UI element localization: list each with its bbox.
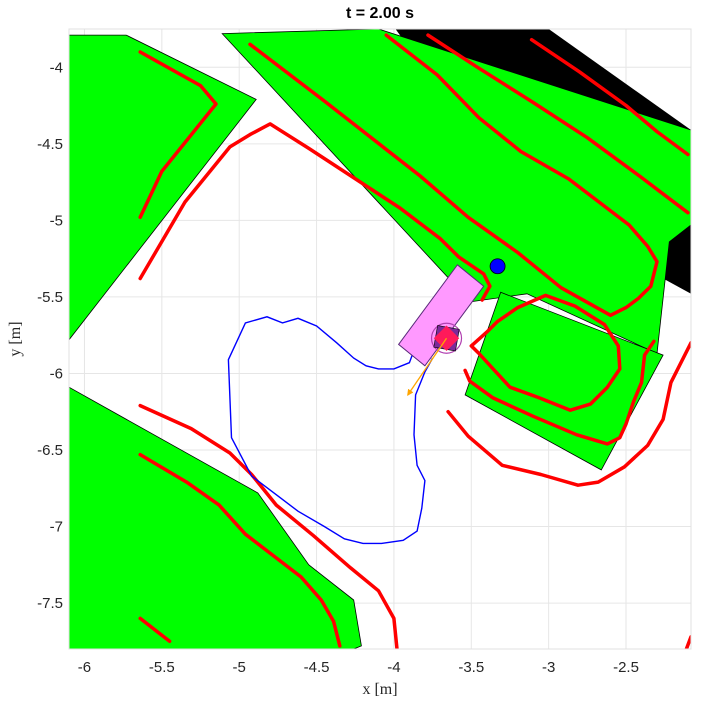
- y-tick-label: -4.5: [37, 136, 63, 153]
- y-tick-label: -5.5: [37, 289, 63, 306]
- x-tick-label: -3: [542, 659, 555, 676]
- y-tick-label: -7.5: [37, 595, 63, 612]
- boundary-line: [529, 37, 690, 157]
- x-tick-label: -3.5: [458, 659, 484, 676]
- boundary-line: [138, 616, 172, 644]
- x-axis-label: x [m]: [362, 681, 397, 698]
- y-tick-label: -5: [50, 212, 63, 229]
- boundary-line: [426, 33, 690, 215]
- y-tick-label: -7: [50, 519, 63, 536]
- x-tick-label: -4.5: [304, 659, 330, 676]
- x-tick-label: -5.5: [149, 659, 175, 676]
- y-tick-label: -6: [50, 365, 63, 382]
- boundary-line: [684, 635, 691, 649]
- boundary-line: [138, 122, 492, 302]
- y-tick-label: -4: [50, 59, 63, 76]
- y-axis-label: y [m]: [7, 321, 24, 356]
- plot-frame: [68, 28, 692, 650]
- goal-marker: [489, 258, 506, 275]
- vehicle-footprint: [397, 264, 485, 367]
- trajectory-line: [227, 316, 434, 545]
- x-tick-label: -6: [78, 659, 91, 676]
- boundary-line: [469, 293, 622, 412]
- x-tick-labels: -6 -5.5 -5 -4.5 -4 -3.5 -3 -2.5: [78, 659, 639, 676]
- boundary-line: [446, 341, 691, 487]
- boundary-line: [248, 33, 659, 318]
- boundary-line: [138, 50, 218, 220]
- boundary-line: [138, 403, 399, 649]
- y-tick-labels: -4 -4.5 -5 -5.5 -6 -6.5 -7 -7.5: [37, 59, 63, 612]
- boundary-line: [138, 452, 342, 648]
- vehicle-range-circle: [430, 322, 463, 354]
- obstacle-region: [69, 386, 362, 649]
- boundary-line: [463, 339, 656, 446]
- chart-title: t = 2.00 s: [346, 5, 414, 22]
- y-tick-label: -6.5: [37, 442, 63, 459]
- boundary-lines: [138, 33, 691, 649]
- vehicle-layer: [397, 258, 506, 396]
- x-tick-label: -2.5: [613, 659, 639, 676]
- trajectory: [227, 316, 434, 545]
- obstacle-regions: [69, 29, 691, 649]
- velocity-arrow: [407, 337, 448, 396]
- x-tick-label: -5: [233, 659, 246, 676]
- x-tick-label: -4: [387, 659, 400, 676]
